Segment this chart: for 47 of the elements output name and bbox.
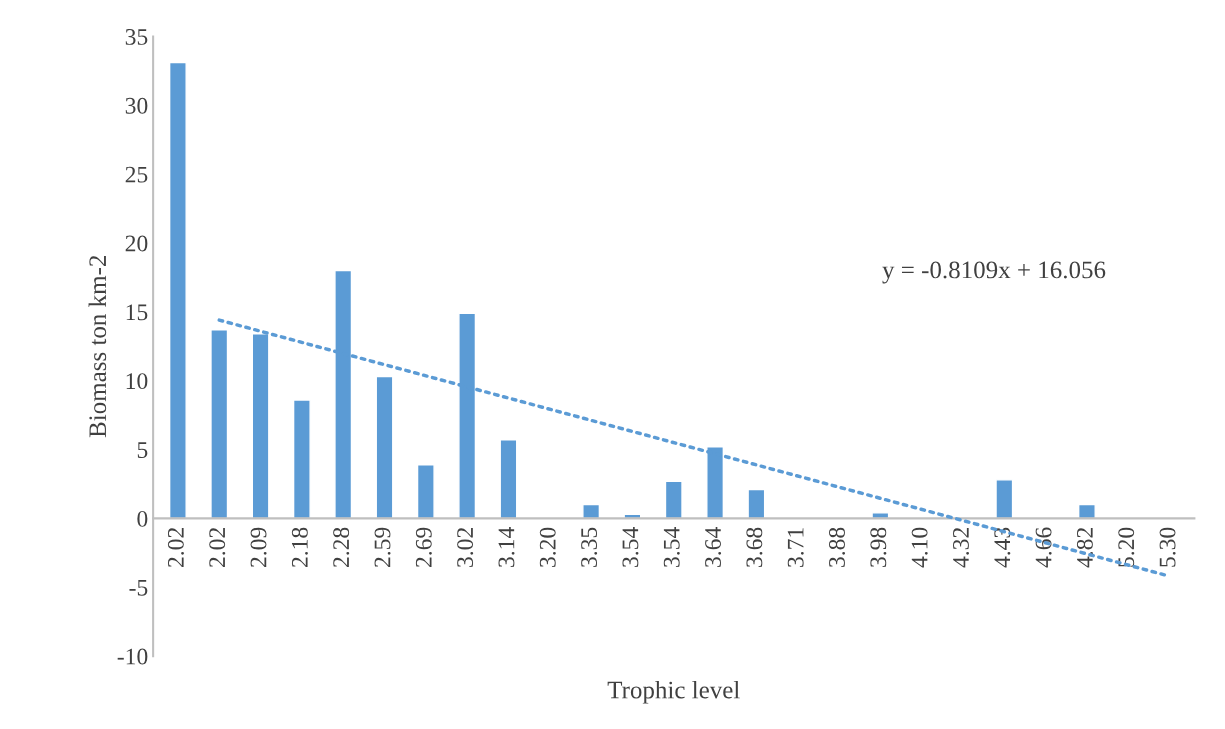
x-tick-label: 3.98 (870, 527, 887, 567)
y-tick-label: 25 (125, 166, 148, 183)
y-tick-label: -5 (129, 579, 148, 596)
x-axis-title: Trophic level (607, 680, 740, 704)
bar (292, 399, 311, 520)
x-tick-label: 2.02 (209, 528, 226, 568)
bar (706, 446, 725, 520)
x-tick-label: 2.09 (250, 527, 267, 568)
y-tick-label: 0 (137, 510, 148, 527)
x-tick-label: 2.69 (415, 527, 432, 568)
x-tick-label: 4.10 (911, 527, 928, 568)
y-axis-title: Biomass ton km-2 (88, 255, 107, 438)
bar (251, 333, 270, 520)
x-tick-label: 2.28 (333, 527, 350, 568)
bar (168, 61, 187, 520)
x-tick-label: 3.68 (746, 527, 763, 567)
bar (499, 439, 518, 520)
bar (664, 480, 683, 520)
y-tick-label: 20 (125, 235, 148, 252)
x-tick-label: 3.54 (663, 527, 680, 567)
x-tick-label: 3.35 (581, 527, 598, 567)
bar (995, 479, 1014, 520)
x-tick-label: 3.20 (539, 527, 556, 567)
x-tick-label: 3.71 (787, 528, 804, 567)
x-tick-label: 3.54 (622, 527, 639, 567)
y-tick-label: -10 (117, 648, 148, 665)
annotation: y = -0.8109x + 16.056 (882, 261, 1106, 284)
y-tick-label: 15 (126, 304, 148, 321)
x-tick-label: 2.02 (167, 528, 184, 568)
x-tick-label: 3.02 (457, 528, 474, 567)
y-tick-label: 5 (137, 442, 148, 458)
x-tick-label: 3.64 (705, 527, 722, 567)
x-tick-label: 2.59 (374, 527, 391, 568)
x-tick-label: 2.18 (291, 527, 308, 568)
bar (210, 329, 229, 520)
y-tick-label: 30 (125, 97, 148, 114)
x-tick-label: 4.66 (1035, 527, 1052, 568)
bar (747, 488, 766, 520)
x-tick-label: 3.88 (829, 527, 846, 567)
bar (375, 375, 394, 520)
x-tick-label: 3.14 (498, 527, 515, 567)
y-tick-label: 10 (126, 373, 148, 390)
bar (416, 464, 435, 520)
y-tick-label: 35 (125, 29, 148, 45)
x-tick-label: 5.30 (1159, 527, 1176, 567)
x-tick-label: 4.82 (1076, 528, 1093, 568)
x-tick-label: 4.32 (953, 528, 969, 568)
